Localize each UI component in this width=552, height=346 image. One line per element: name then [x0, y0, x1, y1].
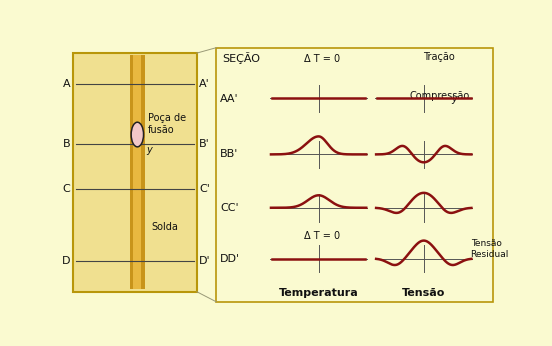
Text: CC': CC'	[220, 203, 239, 213]
Text: D: D	[62, 256, 71, 266]
Text: AA': AA'	[220, 93, 239, 103]
Text: C: C	[63, 184, 71, 194]
Text: DD': DD'	[220, 254, 240, 264]
Bar	[134, 55, 141, 290]
Text: Tração: Tração	[423, 52, 455, 62]
Text: Tensão: Tensão	[402, 288, 445, 298]
Bar	[130, 55, 145, 290]
Text: SEÇÃO: SEÇÃO	[222, 52, 261, 64]
Text: A: A	[63, 79, 71, 89]
Text: Compressão: Compressão	[409, 91, 469, 101]
Text: Solda: Solda	[151, 222, 178, 232]
Ellipse shape	[131, 122, 144, 147]
Text: A': A'	[199, 79, 210, 89]
Text: Δ T = 0: Δ T = 0	[305, 231, 341, 241]
Text: Δ T = 0: Δ T = 0	[305, 54, 341, 64]
Text: Tensão
Residual: Tensão Residual	[471, 238, 509, 258]
Text: Poça de
fusão: Poça de fusão	[148, 112, 187, 135]
Text: C': C'	[199, 184, 210, 194]
Bar	[216, 48, 493, 302]
Text: B: B	[63, 139, 71, 149]
Text: y: y	[452, 93, 457, 103]
Text: BB': BB'	[220, 149, 238, 160]
Text: Temperatura: Temperatura	[279, 288, 358, 298]
Text: y: y	[147, 145, 152, 155]
Bar	[73, 53, 197, 292]
Text: D': D'	[199, 256, 211, 266]
Text: B': B'	[199, 139, 210, 149]
